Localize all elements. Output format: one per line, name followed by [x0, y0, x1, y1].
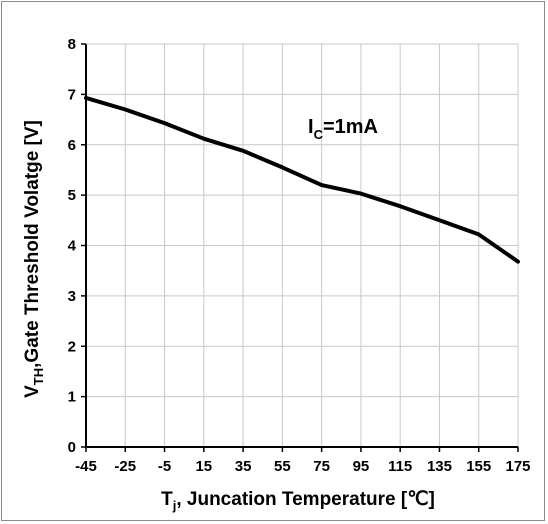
series-line [84, 95, 520, 264]
y-tick-label: 1 [68, 389, 76, 406]
x-ticks: -45 -25 -5 15 35 55 75 95 115 135 155 175 [75, 447, 531, 475]
x-tick-label: -5 [158, 458, 171, 475]
x-tick-label: 95 [353, 458, 370, 475]
x-tick-label: 75 [313, 458, 330, 475]
y-tick-label: 8 [68, 36, 76, 53]
x-tick-label: 15 [195, 458, 212, 475]
y-tick-label: 6 [68, 137, 76, 154]
x-tick-label: 155 [466, 458, 491, 475]
x-tick-label: 55 [274, 458, 291, 475]
y-tick-label: 0 [68, 439, 76, 456]
x-tick-label: 175 [505, 458, 530, 475]
y-ticks: 0 1 2 3 4 5 6 7 8 [68, 36, 86, 456]
x-tick-label: 135 [427, 458, 452, 475]
y-tick-label: 5 [68, 187, 76, 204]
x-tick-label: 35 [235, 458, 252, 475]
x-axis-title: Tj, Juncation Temperature [℃] [161, 489, 435, 513]
annotation-label: IC=1mA [308, 116, 378, 142]
y-tick-label: 7 [68, 86, 76, 103]
grid [85, 43, 519, 448]
x-tick-label: -45 [75, 458, 97, 475]
y-tick-label: 3 [68, 288, 76, 305]
x-tick-label: 115 [388, 458, 412, 475]
y-axis-title: VTH,Gate Threshold Volatge [V] [22, 120, 46, 398]
y-tick-label: 2 [68, 338, 76, 355]
y-tick-label: 4 [68, 238, 77, 255]
x-tick-label: -25 [114, 458, 136, 475]
